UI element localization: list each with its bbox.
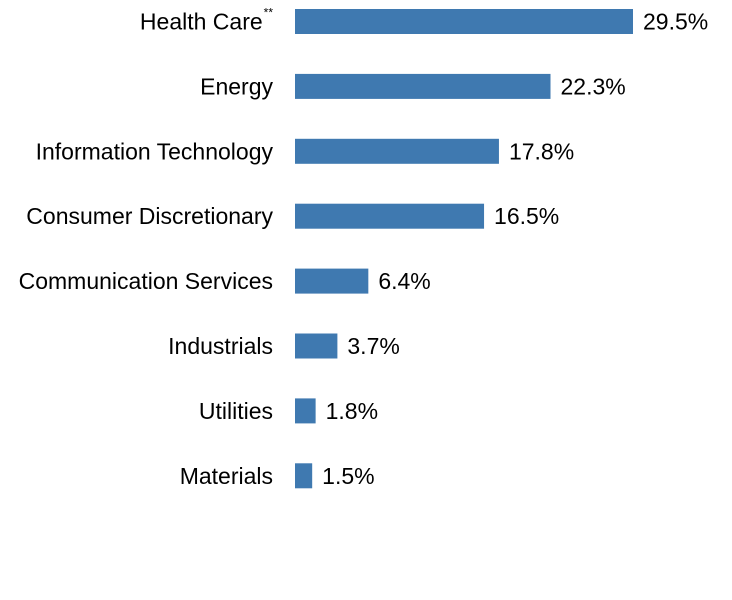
bar-industrials bbox=[295, 333, 338, 359]
category-label-materials: Materials bbox=[180, 463, 273, 489]
category-label-industrials: Industrials bbox=[168, 333, 273, 359]
category-label-communication-services: Communication Services bbox=[19, 268, 273, 294]
value-label-energy: 22.3% bbox=[561, 73, 626, 99]
bar-materials bbox=[295, 463, 313, 489]
value-label-information-technology: 17.8% bbox=[509, 138, 574, 164]
value-label-utilities: 1.8% bbox=[326, 398, 378, 424]
category-label-text: Utilities bbox=[199, 398, 273, 424]
category-label-text: Energy bbox=[200, 73, 273, 99]
value-label-materials: 1.5% bbox=[322, 463, 374, 489]
category-label-text: Materials bbox=[180, 463, 273, 489]
bar-health-care bbox=[295, 9, 633, 34]
footnote-marker: ** bbox=[264, 6, 274, 20]
value-label-consumer-discretionary: 16.5% bbox=[494, 203, 559, 229]
category-label-energy: Energy bbox=[200, 73, 273, 99]
category-label-information-technology: Information Technology bbox=[36, 138, 274, 164]
value-label-health-care: 29.5% bbox=[643, 9, 708, 35]
bar-communication-services bbox=[295, 268, 369, 294]
bar-consumer-discretionary bbox=[295, 203, 485, 229]
category-label-text: Communication Services bbox=[19, 268, 273, 294]
bar-information-technology bbox=[295, 138, 499, 164]
value-label-communication-services: 6.4% bbox=[378, 268, 430, 294]
category-label-health-care: Health Care** bbox=[140, 6, 273, 35]
category-label-text: Health Care bbox=[140, 9, 263, 35]
bar-energy bbox=[295, 73, 551, 99]
bar-utilities bbox=[295, 398, 316, 424]
category-label-text: Industrials bbox=[168, 333, 273, 359]
category-label-text: Information Technology bbox=[36, 138, 274, 164]
category-label-text: Consumer Discretionary bbox=[26, 203, 273, 229]
category-label-utilities: Utilities bbox=[199, 398, 273, 424]
category-label-consumer-discretionary: Consumer Discretionary bbox=[26, 203, 273, 229]
value-label-industrials: 3.7% bbox=[347, 333, 399, 359]
